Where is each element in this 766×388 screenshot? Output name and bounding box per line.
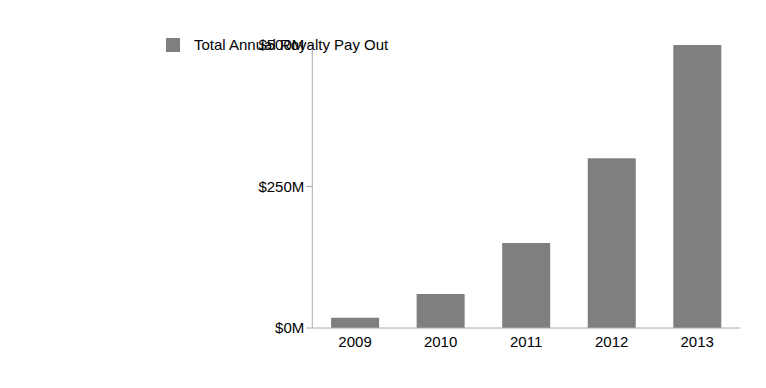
svg-text:$0M: $0M	[275, 319, 304, 336]
svg-text:$250M: $250M	[258, 178, 304, 195]
svg-text:2009: 2009	[338, 333, 371, 350]
svg-text:2010: 2010	[424, 333, 457, 350]
svg-text:2013: 2013	[681, 333, 714, 350]
svg-text:2012: 2012	[595, 333, 628, 350]
svg-text:$500M: $500M	[258, 36, 304, 53]
svg-text:2011: 2011	[510, 333, 542, 350]
